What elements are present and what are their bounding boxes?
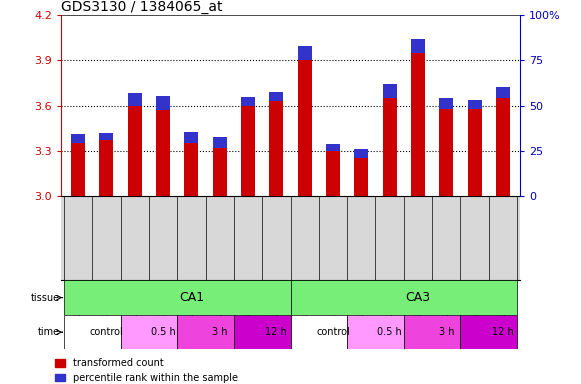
Bar [326, 144, 340, 151]
Bar [241, 97, 255, 106]
Text: 0.5 h: 0.5 h [377, 327, 402, 337]
Text: 12 h: 12 h [492, 327, 514, 337]
Text: GDS3130 / 1384065_at: GDS3130 / 1384065_at [61, 0, 223, 14]
Text: 3 h: 3 h [212, 327, 227, 337]
Bar [99, 133, 113, 140]
Bar [439, 98, 453, 109]
Bar [404, 315, 461, 349]
Bar [71, 134, 85, 143]
Bar [461, 315, 517, 349]
Text: CA1: CA1 [179, 291, 204, 304]
Bar [241, 106, 255, 196]
Bar [382, 84, 397, 98]
Bar [297, 61, 312, 196]
Bar [64, 315, 120, 349]
Bar [71, 143, 85, 196]
Bar [411, 38, 425, 53]
Text: time: time [37, 327, 60, 337]
Bar [468, 99, 482, 109]
Bar [99, 140, 113, 196]
Bar [439, 109, 453, 196]
Legend: transformed count, percentile rank within the sample: transformed count, percentile rank withi… [51, 354, 242, 384]
Bar [269, 101, 284, 196]
Text: control: control [316, 327, 350, 337]
Text: 3 h: 3 h [439, 327, 454, 337]
Bar [347, 315, 404, 349]
Bar [234, 315, 290, 349]
Bar [354, 158, 368, 196]
Text: control: control [89, 327, 123, 337]
Bar [64, 280, 290, 315]
Text: 0.5 h: 0.5 h [150, 327, 175, 337]
Bar [128, 106, 142, 196]
Bar [290, 280, 517, 315]
Text: CA3: CA3 [406, 291, 431, 304]
Bar [156, 110, 170, 196]
Bar [411, 53, 425, 196]
Bar [468, 109, 482, 196]
Bar [496, 87, 510, 98]
Bar [382, 98, 397, 196]
Text: 12 h: 12 h [266, 327, 287, 337]
Text: tissue: tissue [30, 293, 60, 303]
Bar [496, 98, 510, 196]
Bar [354, 149, 368, 158]
Bar [184, 132, 199, 143]
Bar [290, 315, 347, 349]
Bar [120, 315, 177, 349]
Bar [128, 93, 142, 106]
Bar [184, 143, 199, 196]
Bar [156, 96, 170, 110]
Bar [297, 46, 312, 61]
Bar [213, 148, 227, 196]
Bar [269, 92, 284, 101]
Bar [177, 315, 234, 349]
Bar [213, 137, 227, 148]
Bar [326, 151, 340, 196]
